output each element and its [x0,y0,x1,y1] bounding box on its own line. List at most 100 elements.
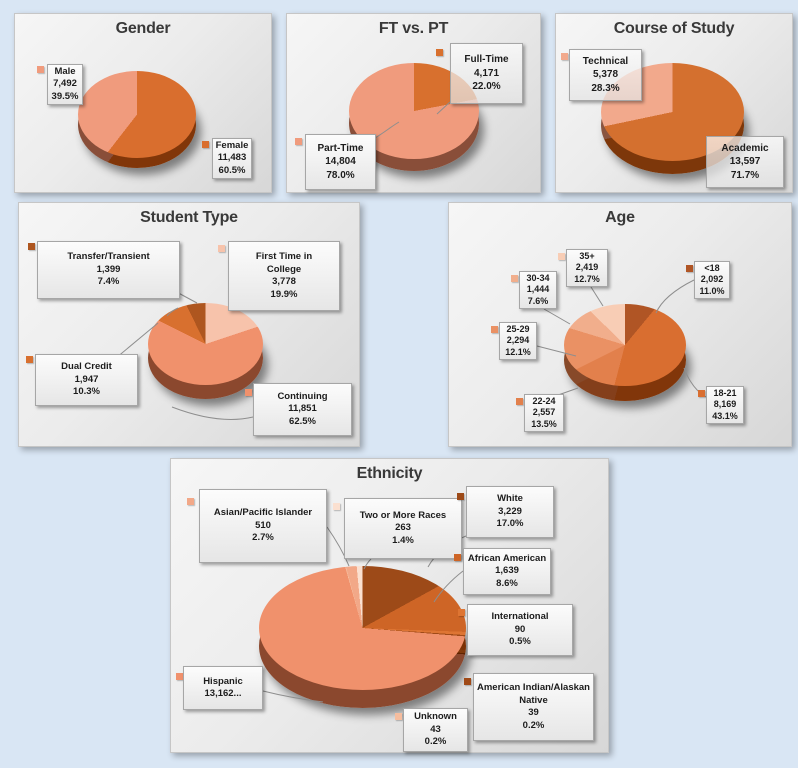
slice-label: Asian/Pacific Islander [213,507,313,519]
slice-label: Hispanic [203,675,243,687]
slice-pct: 13.5% [531,418,557,429]
chart-panel-ethnicity[interactable]: Ethnicity Asian/Pacific Islander 510 2.7… [170,458,609,753]
data-label-dual-credit[interactable]: Dual Credit 1,947 10.3% [35,354,138,406]
legend-marker-first-time-in-college [218,245,225,252]
data-label-two-or-more-races[interactable]: Two or More Races 263 1.4% [344,498,462,559]
slice-label: <18 [704,262,720,273]
data-label-female[interactable]: Female 11,483 60.5% [212,138,252,179]
legend-marker-35-plus [558,253,565,260]
pie-top [78,71,196,158]
data-label-unknown[interactable]: Unknown 43 0.2% [403,708,468,752]
data-label-academic[interactable]: Academic 13,597 71.7% [706,136,784,188]
data-label-international[interactable]: International 90 0.5% [467,604,573,656]
slice-label: Technical [582,55,629,67]
slice-label: Two or More Races [359,509,447,521]
legend-marker-dual-credit [26,356,33,363]
slice-label: 25-29 [506,323,530,334]
slice-value: 2,557 [532,407,556,418]
slice-value: 1,947 [74,373,99,385]
legend-marker-asian-pacific-islander [187,498,194,505]
slice-pct: 10.3% [73,386,100,398]
slice-value: 13,162... [204,688,242,699]
data-label-continuing[interactable]: Continuing 11,851 62.5% [253,383,352,436]
slice-pct: 8.6% [496,577,518,589]
slice-label: Full-Time [464,54,509,66]
slice-pct: 60.5% [218,164,246,176]
data-label-american-indian-alaskan-native[interactable]: American Indian/Alaskan Native 39 0.2% [473,673,594,741]
slice-label: African American [467,552,547,564]
pie-gender[interactable] [78,71,196,168]
slice-label: Academic [721,142,769,154]
legend-marker-female [202,141,209,148]
data-label-full-time[interactable]: Full-Time 4,171 22.0% [450,43,523,104]
chart-title: Course of Study [613,20,735,37]
data-label-25-29[interactable]: 25-29 2,294 12.1% [499,322,537,360]
pie-age[interactable] [564,304,686,401]
data-label-35-plus[interactable]: 35+ 2,419 12.7% [566,249,608,287]
slice-label: 30-34 [526,272,550,283]
data-label-hispanic[interactable]: Hispanic 13,162... [183,666,263,710]
legend-marker-under-18 [686,265,693,272]
slice-pct: 28.3% [591,82,620,94]
data-label-18-21[interactable]: 18-21 8,169 43.1% [706,386,744,424]
slice-pct: 7.4% [97,276,120,288]
slice-value: 11,483 [217,152,247,164]
slice-pct: 62.5% [289,415,316,427]
chart-panel-age[interactable]: Age 35+ 2,419 12.7% 30-34 1,444 7.6% 25-… [448,202,792,447]
data-label-transfer-transient[interactable]: Transfer/Transient 1,399 7.4% [37,241,180,299]
slice-value: 13,597 [729,156,761,168]
pie-student-type[interactable] [148,303,263,399]
data-label-male[interactable]: Male 7,492 39.5% [47,64,83,105]
slice-value: 11,851 [288,403,317,415]
slice-pct: 0.2% [424,736,447,748]
slice-value: 1,444 [526,284,550,295]
slice-value: 2,294 [506,335,530,346]
slice-pct: 71.7% [730,169,760,181]
data-label-22-24[interactable]: 22-24 2,557 13.5% [524,394,564,432]
legend-marker-full-time [436,49,443,56]
slice-value: 2,092 [700,274,724,285]
data-label-part-time[interactable]: Part-Time 14,804 78.0% [305,134,376,190]
slice-label: Transfer/Transient [67,251,150,263]
pie-top [148,303,263,385]
data-label-african-american[interactable]: African American 1,639 8.6% [463,548,551,595]
slice-value: 2,419 [575,262,599,273]
slice-pct: 12.7% [574,273,600,284]
data-label-30-34[interactable]: 30-34 1,444 7.6% [519,271,557,309]
pie-ethnicity[interactable] [259,566,466,708]
legend-marker-25-29 [491,326,498,333]
slice-pct: 78.0% [326,169,355,181]
pie-top [259,566,466,690]
chart-panel-ft-pt[interactable]: FT vs. PT Full-Time 4,171 22.0% Part-Tim… [286,13,541,193]
data-label-white[interactable]: White 3,229 17.0% [466,486,554,538]
slice-value: 510 [255,519,271,531]
slice-pct: 2.7% [252,532,274,544]
slice-pct: 1.4% [392,534,414,546]
slice-pct: 17.0% [496,518,524,530]
slice-pct: 22.0% [472,81,501,93]
slice-pct: 43.1% [712,410,738,421]
chart-panel-gender[interactable]: Gender Male 7,492 39.5% Female 11,483 60… [14,13,272,193]
slice-label: First Time in College [255,251,313,275]
slice-value: 3,229 [498,505,522,517]
slice-pct: 0.5% [509,636,531,648]
legend-marker-technical [561,53,568,60]
data-label-asian-pacific-islander[interactable]: Asian/Pacific Islander 510 2.7% [199,489,327,563]
slice-label: American Indian/Alaskan Native [477,682,590,706]
legend-marker-male [37,66,44,73]
legend-marker-american-indian-alaskan-native [464,678,471,685]
slice-label: Male [54,65,76,77]
data-label-technical[interactable]: Technical 5,378 28.3% [569,49,642,101]
chart-title: Ethnicity [356,465,423,482]
data-label-first-time-in-college[interactable]: First Time in College 3,778 19.9% [228,241,340,311]
legend-marker-transfer-transient [28,243,35,250]
slice-value: 4,171 [473,67,500,79]
slice-value: 14,804 [325,156,356,168]
slice-pct: 11.0% [699,285,725,296]
data-label-under-18[interactable]: <18 2,092 11.0% [694,261,730,299]
slice-pct: 0.2% [522,719,545,731]
chart-title: FT vs. PT [378,20,449,37]
chart-panel-student-type[interactable]: Student Type Transfer/Transient 1,399 7.… [18,202,360,447]
chart-panel-course-of-study[interactable]: Course of Study Technical 5,378 28.3% Ac… [555,13,793,193]
